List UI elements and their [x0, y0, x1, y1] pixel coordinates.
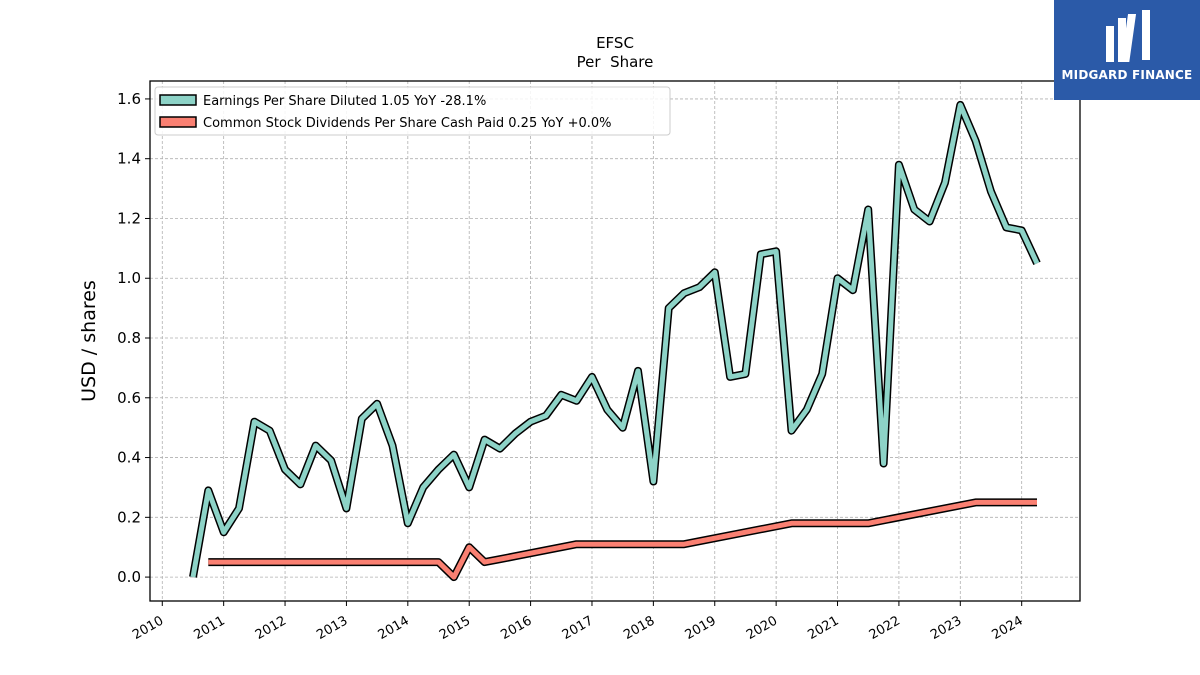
series-1-line	[190, 102, 1040, 578]
legend-label: Common Stock Dividends Per Share Cash Pa…	[203, 116, 612, 131]
brand-logo: MIDGARD FINANCE	[1054, 0, 1200, 100]
y-tick-label: 1.2	[117, 209, 141, 227]
legend-label: Earnings Per Share Diluted 1.05 YoY -28.…	[203, 94, 486, 109]
y-tick-label: 0.2	[117, 508, 141, 526]
y-tick-label: 0.0	[117, 568, 141, 586]
x-tick-label: 2017	[560, 613, 596, 643]
x-tick-label: 2012	[253, 613, 289, 643]
y-axis-label: USD / shares	[78, 280, 100, 402]
y-tick-label: 0.6	[117, 389, 141, 407]
x-tick-label: 2014	[376, 613, 412, 643]
x-tick-label: 2016	[498, 613, 534, 643]
y-tick-label: 1.0	[117, 269, 141, 287]
x-tick-label: 2018	[621, 613, 657, 643]
chart-subtitle: Per Share	[577, 53, 654, 71]
series-1-outline	[189, 100, 1041, 578]
x-tick-label: 2011	[192, 613, 228, 643]
x-tick-label: 2010	[130, 613, 166, 643]
y-tick-label: 0.4	[117, 449, 141, 467]
legend-swatch	[159, 116, 197, 128]
x-tick-label: 2024	[990, 613, 1026, 643]
x-tick-label: 2022	[867, 613, 903, 643]
legend-swatch	[159, 94, 197, 106]
x-tick-label: 2020	[744, 613, 780, 643]
legend-box	[154, 86, 671, 136]
plot-frame	[149, 80, 1081, 602]
logo-text: MIDGARD FINANCE	[1061, 68, 1193, 82]
x-tick-label: 2019	[683, 613, 719, 643]
logo-mark-icon	[1106, 10, 1150, 62]
y-tick-label: 1.6	[117, 90, 141, 108]
y-tick-label: 1.4	[117, 150, 141, 168]
legend: Earnings Per Share Diluted 1.05 YoY -28.…	[154, 86, 671, 136]
x-tick-label: 2021	[805, 613, 841, 643]
series-2-line	[208, 499, 1037, 580]
x-tick-label: 2023	[928, 613, 964, 643]
chart-title: EFSC	[596, 34, 634, 52]
x-tick-label: 2015	[437, 613, 473, 643]
y-tick-label: 0.8	[117, 329, 141, 347]
x-tick-label: 2013	[314, 613, 350, 643]
